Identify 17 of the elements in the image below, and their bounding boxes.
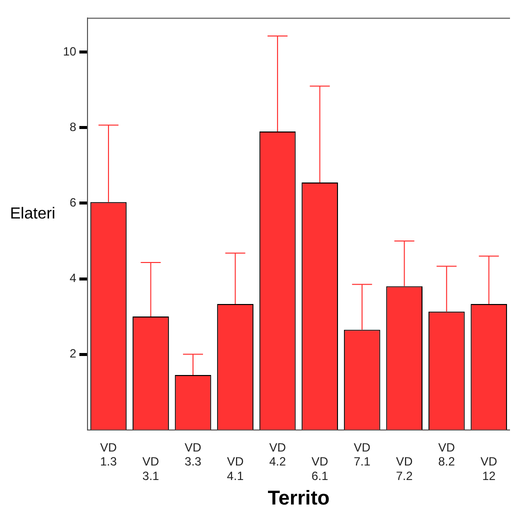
y-axis-title: Elateri <box>10 205 56 222</box>
y-tick-label: 2 <box>70 346 77 361</box>
x-tick-label: VD 7.2 <box>396 454 414 484</box>
x-tick-label: VD 4.2 <box>269 440 286 469</box>
y-tick-label: 8 <box>70 120 77 134</box>
x-axis-title: Territo <box>268 488 330 510</box>
x-tick-label: VD 3.1 <box>142 454 160 484</box>
x-tick-label: VD 12 <box>480 454 498 484</box>
x-tick-label: VD 3.3 <box>184 440 202 469</box>
x-tick-label: VD 8.2 <box>438 440 456 469</box>
y-tick-label: 10 <box>62 44 77 58</box>
x-tick-label: VD 7.1 <box>354 440 371 469</box>
y-tick-label: 4 <box>70 271 77 286</box>
y-tick-label: 6 <box>70 196 77 210</box>
x-tick-label: VD 6.1 <box>311 454 328 484</box>
x-tick-label: VD 4.1 <box>226 454 244 484</box>
x-tick-label: VD 1.3 <box>100 440 118 469</box>
